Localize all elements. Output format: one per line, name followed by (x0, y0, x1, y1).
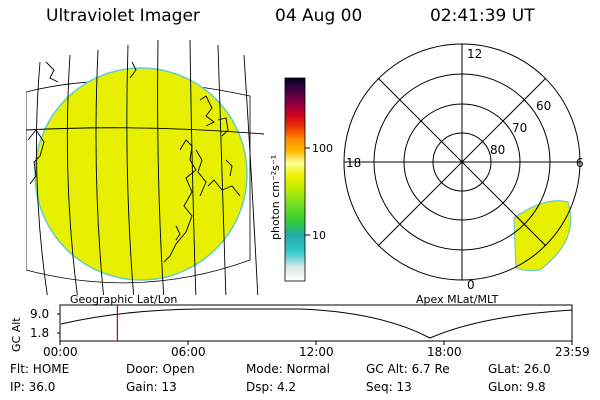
emission-disk (34, 67, 248, 281)
dsp-info: Dsp: 4.2 (246, 380, 297, 394)
polar-caption: Apex MLat/MLT (416, 293, 499, 306)
geographic-caption: Geographic Lat/Lon (70, 293, 178, 306)
colorbar (284, 77, 306, 282)
auroral-emission-patch (513, 200, 572, 272)
timeline-ticks (57, 313, 573, 345)
mode-info: Mode: Normal (246, 362, 330, 376)
y-tick-1-8: 1.8 (30, 326, 49, 340)
mlat-label-80: 80 (490, 143, 505, 157)
latitude-line (26, 127, 264, 135)
door-info: Door: Open (126, 362, 195, 376)
y-tick-9: 9.0 (30, 307, 49, 321)
x-tick-1800: 18:00 (427, 345, 462, 359)
x-tick-0600: 06:00 (171, 345, 206, 359)
timeline-axis-label: GC Alt (10, 317, 23, 352)
flight-info: Flt: HOME (10, 362, 70, 376)
mlt-spokes (344, 44, 580, 280)
gain-info: Gain: 13 (126, 380, 177, 394)
altitude-timeline: GC Alt 9.0 1.8 00:00 06:00 12:00 18:00 2… (10, 304, 590, 359)
seq-info: Seq: 13 (366, 380, 412, 394)
gc-alt-info: GC Alt: 6.7 Re (366, 362, 450, 376)
date-label: 04 Aug 00 (275, 6, 363, 26)
mlt-label-18: 18 (346, 156, 361, 170)
geographic-map (26, 40, 264, 295)
colorbar-label-10: 10 (312, 229, 326, 242)
meridian-lines (35, 40, 259, 295)
x-tick-0000: 00:00 (43, 345, 78, 359)
time-label: 02:41:39 UT (430, 6, 535, 26)
mlat-label-70: 70 (512, 121, 527, 135)
glat-info: GLat: 26.0 (488, 362, 551, 376)
x-tick-2359: 23:59 (555, 345, 590, 359)
mlt-label-6: 6 (576, 156, 584, 170)
altitude-curve (60, 308, 573, 339)
polar-map: 12 18 6 0 60 70 80 (343, 43, 584, 292)
ip-info: IP: 36.0 (10, 380, 56, 394)
mlt-label-12: 12 (467, 47, 482, 61)
glon-info: GLon: 9.8 (488, 380, 546, 394)
instrument-title: Ultraviolet Imager (46, 6, 200, 26)
colorbar-unit-label: photon cm⁻²s⁻¹ (269, 155, 282, 240)
mlt-label-0: 0 (467, 278, 475, 292)
coastlines (27, 61, 241, 263)
mlat-label-60: 60 (536, 99, 551, 113)
x-tick-1200: 12:00 (299, 345, 334, 359)
timeline-frame (59, 304, 573, 342)
colorbar-label-100: 100 (312, 142, 333, 155)
